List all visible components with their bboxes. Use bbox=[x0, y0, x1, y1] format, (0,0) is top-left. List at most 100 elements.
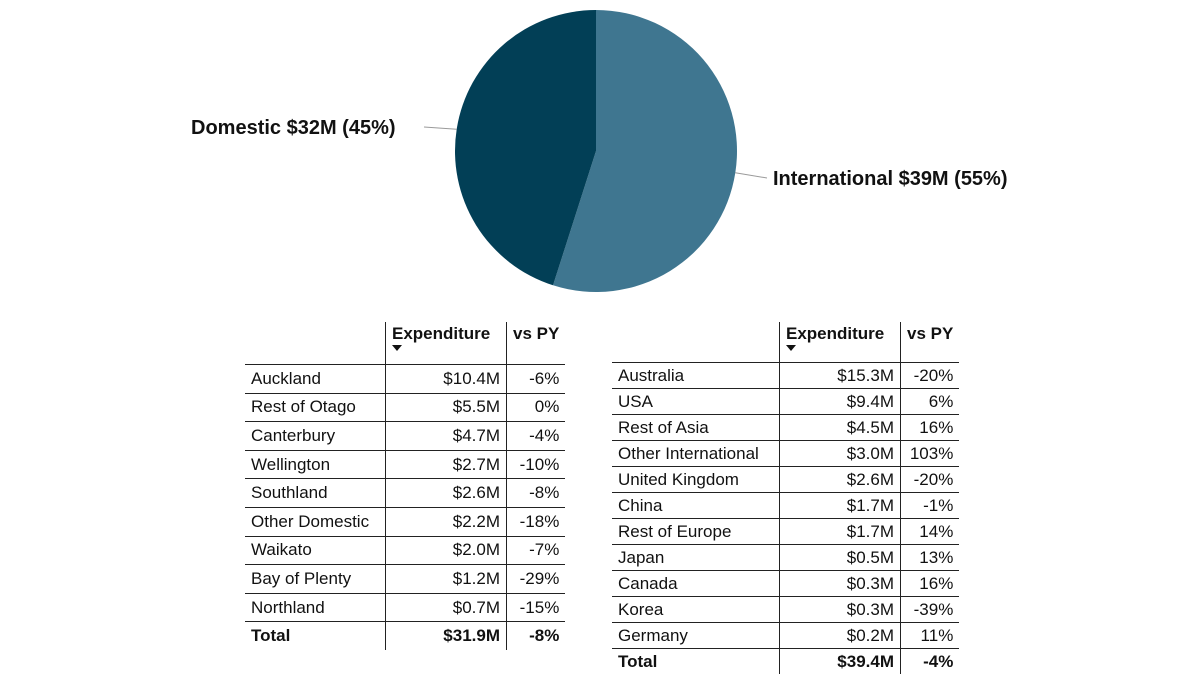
cell-vs-py: 14% bbox=[901, 519, 960, 545]
cell-vs-py: -7% bbox=[507, 536, 566, 565]
table-row[interactable]: Southland$2.6M-8% bbox=[245, 479, 565, 508]
header-expenditure[interactable]: Expenditure bbox=[386, 322, 507, 365]
cell-expenditure: $4.5M bbox=[780, 415, 901, 441]
cell-expenditure: $0.5M bbox=[780, 545, 901, 571]
cell-expenditure: $39.4M bbox=[780, 649, 901, 674]
cell-expenditure: $1.7M bbox=[780, 519, 901, 545]
cell-vs-py: 16% bbox=[901, 571, 960, 597]
table-header-row: Expenditure vs PY bbox=[612, 322, 959, 363]
table-total-row[interactable]: Total$39.4M-4% bbox=[612, 649, 959, 674]
table-row[interactable]: Auckland$10.4M-6% bbox=[245, 365, 565, 394]
cell-name: Bay of Plenty bbox=[245, 565, 386, 594]
cell-name: United Kingdom bbox=[612, 467, 780, 493]
slice-label-domestic: Domestic $32M (45%) bbox=[191, 116, 396, 140]
cell-name: Waikato bbox=[245, 536, 386, 565]
table-row[interactable]: Korea$0.3M-39% bbox=[612, 597, 959, 623]
cell-expenditure: $0.3M bbox=[780, 571, 901, 597]
cell-name: Australia bbox=[612, 363, 780, 389]
table-row[interactable]: Wellington$2.7M-10% bbox=[245, 450, 565, 479]
cell-expenditure: $2.0M bbox=[386, 536, 507, 565]
cell-vs-py: -8% bbox=[507, 479, 566, 508]
cell-name: Other Domestic bbox=[245, 507, 386, 536]
cell-name: Germany bbox=[612, 623, 780, 649]
cell-vs-py: -29% bbox=[507, 565, 566, 594]
cell-vs-py: -4% bbox=[901, 649, 960, 674]
cell-expenditure: $2.6M bbox=[780, 467, 901, 493]
header-blank bbox=[245, 322, 386, 365]
cell-name: Japan bbox=[612, 545, 780, 571]
header-vs-py[interactable]: vs PY bbox=[901, 322, 960, 363]
sort-descending-icon[interactable] bbox=[786, 345, 796, 351]
cell-vs-py: -8% bbox=[507, 622, 566, 650]
cell-name: Canada bbox=[612, 571, 780, 597]
leader-line-international bbox=[735, 173, 767, 178]
cell-expenditure: $1.7M bbox=[780, 493, 901, 519]
cell-expenditure: $2.6M bbox=[386, 479, 507, 508]
table-row[interactable]: China$1.7M-1% bbox=[612, 493, 959, 519]
cell-vs-py: -4% bbox=[507, 422, 566, 451]
cell-expenditure: $0.7M bbox=[386, 593, 507, 622]
table-row[interactable]: Northland$0.7M-15% bbox=[245, 593, 565, 622]
table-row[interactable]: Waikato$2.0M-7% bbox=[245, 536, 565, 565]
cell-expenditure: $0.3M bbox=[780, 597, 901, 623]
table-row[interactable]: Australia$15.3M-20% bbox=[612, 363, 959, 389]
cell-expenditure: $0.2M bbox=[780, 623, 901, 649]
cell-name: Rest of Asia bbox=[612, 415, 780, 441]
cell-vs-py: 13% bbox=[901, 545, 960, 571]
cell-vs-py: 103% bbox=[901, 441, 960, 467]
cell-expenditure: $2.2M bbox=[386, 507, 507, 536]
cell-vs-py: -18% bbox=[507, 507, 566, 536]
cell-expenditure: $31.9M bbox=[386, 622, 507, 650]
header-blank bbox=[612, 322, 780, 363]
cell-name: Total bbox=[612, 649, 780, 674]
cell-vs-py: -15% bbox=[507, 593, 566, 622]
cell-expenditure: $2.7M bbox=[386, 450, 507, 479]
cell-expenditure: $5.5M bbox=[386, 393, 507, 422]
pie-chart-svg bbox=[0, 0, 1186, 300]
cell-vs-py: -39% bbox=[901, 597, 960, 623]
leader-line-domestic bbox=[424, 127, 457, 129]
cell-vs-py: -10% bbox=[507, 450, 566, 479]
cell-name: Auckland bbox=[245, 365, 386, 394]
cell-expenditure: $10.4M bbox=[386, 365, 507, 394]
cell-vs-py: -20% bbox=[901, 467, 960, 493]
cell-vs-py: -1% bbox=[901, 493, 960, 519]
table-row[interactable]: Canterbury$4.7M-4% bbox=[245, 422, 565, 451]
header-expenditure-label: Expenditure bbox=[392, 324, 490, 343]
cell-name: Wellington bbox=[245, 450, 386, 479]
sort-descending-icon[interactable] bbox=[392, 345, 402, 351]
cell-vs-py: -20% bbox=[901, 363, 960, 389]
cell-vs-py: -6% bbox=[507, 365, 566, 394]
cell-name: China bbox=[612, 493, 780, 519]
cell-name: Northland bbox=[245, 593, 386, 622]
cell-name: Rest of Europe bbox=[612, 519, 780, 545]
cell-name: Other International bbox=[612, 441, 780, 467]
cell-vs-py: 0% bbox=[507, 393, 566, 422]
cell-expenditure: $15.3M bbox=[780, 363, 901, 389]
slice-label-international: International $39M (55%) bbox=[773, 167, 1008, 191]
header-vs-py[interactable]: vs PY bbox=[507, 322, 566, 365]
header-expenditure[interactable]: Expenditure bbox=[780, 322, 901, 363]
table-total-row[interactable]: Total$31.9M-8% bbox=[245, 622, 565, 650]
cell-name: Korea bbox=[612, 597, 780, 623]
table-row[interactable]: Other Domestic$2.2M-18% bbox=[245, 507, 565, 536]
cell-vs-py: 16% bbox=[901, 415, 960, 441]
cell-expenditure: $3.0M bbox=[780, 441, 901, 467]
table-row[interactable]: United Kingdom$2.6M-20% bbox=[612, 467, 959, 493]
header-expenditure-label: Expenditure bbox=[786, 324, 884, 343]
cell-expenditure: $4.7M bbox=[386, 422, 507, 451]
pie-chart: Domestic $32M (45%) International $39M (… bbox=[0, 0, 1186, 300]
table-header-row: Expenditure vs PY bbox=[245, 322, 565, 365]
table-row[interactable]: Bay of Plenty$1.2M-29% bbox=[245, 565, 565, 594]
cell-expenditure: $1.2M bbox=[386, 565, 507, 594]
